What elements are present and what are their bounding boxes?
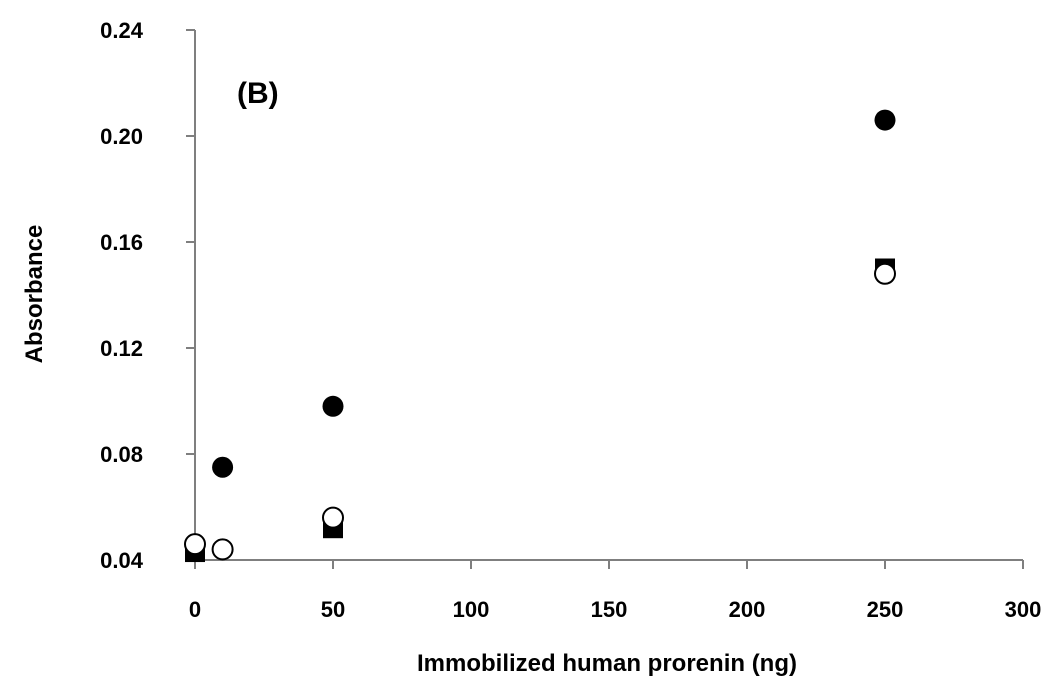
x-axis-title: Immobilized human prorenin (ng) (417, 650, 797, 677)
x-tick-label: 50 (321, 597, 345, 622)
x-tick-label: 0 (189, 597, 201, 622)
data-point-open-circle (874, 262, 896, 285)
y-tick-label: 0.12 (100, 336, 143, 361)
panel-label: (B) (237, 77, 279, 110)
data-point-open-circle (211, 538, 234, 561)
data-point-open-circle (322, 506, 344, 529)
x-tick-label: 150 (591, 597, 628, 622)
x-tick-label: 100 (453, 597, 490, 622)
y-tick-label: 0.08 (100, 442, 143, 467)
data-points (184, 109, 896, 563)
data-point-open-circle (184, 533, 206, 556)
data-point-filled-circle (874, 109, 896, 131)
x-tick-label: 200 (729, 597, 766, 622)
y-axis-title: Absorbance (21, 225, 48, 364)
y-tick-label: 0.16 (100, 230, 143, 255)
axes (186, 29, 1024, 569)
data-point-filled-circle (322, 395, 344, 417)
x-tick-label: 250 (867, 597, 904, 622)
y-tick-label: 0.04 (100, 548, 144, 573)
y-tick-label: 0.20 (100, 124, 143, 149)
x-tick-label: 300 (1005, 597, 1042, 622)
data-point-filled-circle (212, 456, 234, 478)
y-tick-label: 0.24 (100, 18, 144, 43)
tick-labels: 0 50 100 150 200 250 300 0.04 0.08 0.12 0.16 0.20 0.… (100, 18, 1041, 622)
